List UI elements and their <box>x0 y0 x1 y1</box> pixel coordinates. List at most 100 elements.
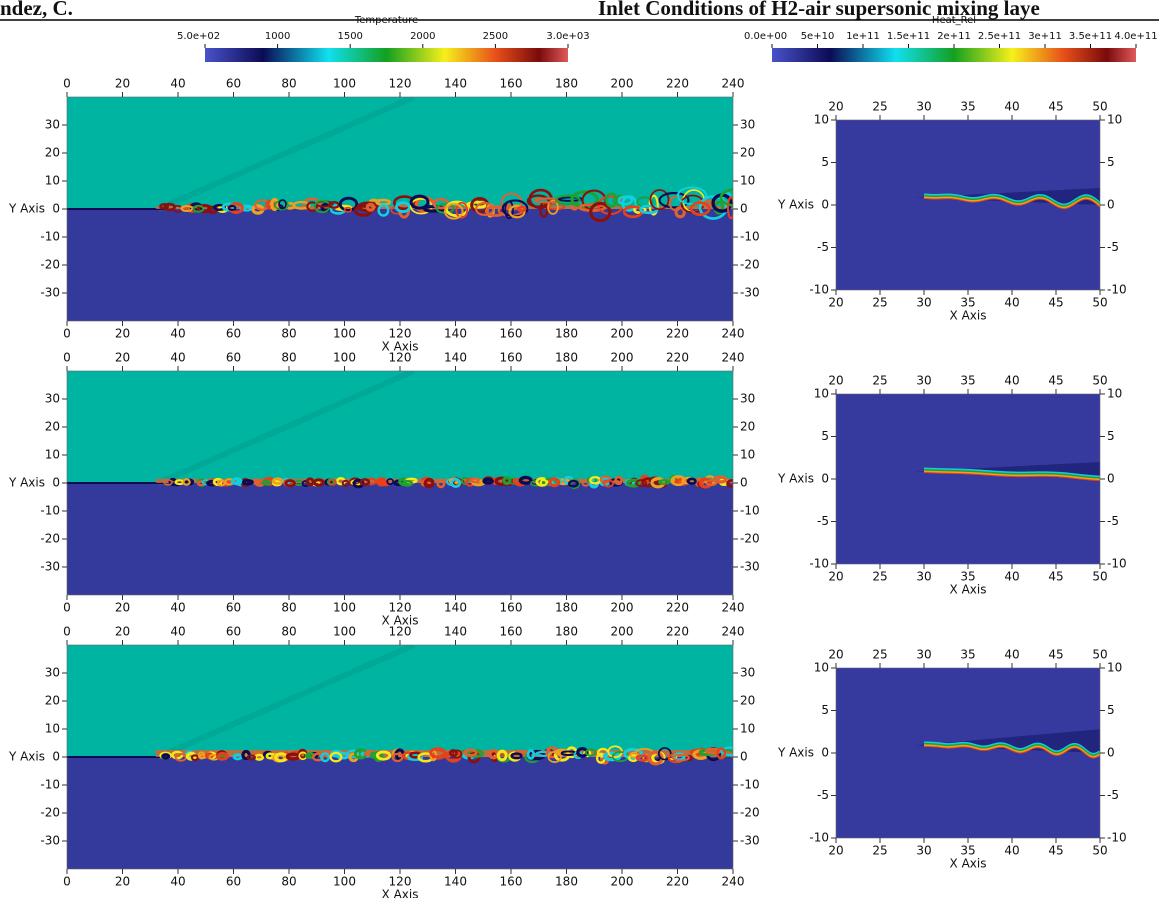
y-tick-label: 20 <box>45 420 60 434</box>
flame <box>923 196 1100 209</box>
eddy <box>246 754 256 761</box>
y-tick-label: -10 <box>1107 557 1127 571</box>
x-tick-label: 220 <box>666 327 689 341</box>
x-axis-label: X Axis <box>950 583 987 597</box>
y-tick-label: 20 <box>740 694 755 708</box>
colorbar-tick-label: 1e+11 <box>846 31 880 42</box>
eddy <box>589 201 612 223</box>
y-tick-label: -5 <box>817 788 829 802</box>
eddy <box>719 188 733 207</box>
y-tick-label: -5 <box>817 514 829 528</box>
eddy <box>526 749 536 760</box>
x-tick-label: 45 <box>1048 844 1063 858</box>
x-tick-label: 200 <box>611 875 634 889</box>
y-axis-label: Y Axis <box>777 746 814 760</box>
eddy <box>482 477 494 485</box>
eddy <box>329 751 343 763</box>
x-tick-label: 40 <box>1004 648 1019 662</box>
y-tick-label: 10 <box>45 448 60 462</box>
x-tick-label: 30 <box>916 374 931 388</box>
y-tick-label: 0 <box>740 202 748 216</box>
field <box>67 371 733 595</box>
x-tick-label: 0 <box>63 875 71 889</box>
eddy <box>658 191 690 209</box>
x-tick-label: 0 <box>63 77 71 91</box>
y-tick-label: 10 <box>740 722 755 736</box>
x-tick-label: 0 <box>63 327 71 341</box>
x-axis-label: X Axis <box>382 340 419 354</box>
y-tick-label: 10 <box>814 661 829 675</box>
eddy <box>720 746 733 757</box>
x-tick-label: 20 <box>115 77 130 91</box>
y-tick-label: 0 <box>1107 746 1115 760</box>
y-tick-label: 5 <box>821 429 829 443</box>
x-tick-label: 180 <box>555 77 578 91</box>
x-tick-label: 25 <box>872 844 887 858</box>
y-tick-label: 10 <box>740 448 755 462</box>
y-tick-label: -20 <box>740 532 760 546</box>
field <box>836 668 1100 838</box>
eddy <box>712 475 728 484</box>
x-tick-label: 35 <box>960 296 975 310</box>
x-tick-label: 140 <box>444 875 467 889</box>
eddy <box>547 751 562 763</box>
eddy <box>517 205 527 213</box>
y-tick-label: 30 <box>45 392 60 406</box>
x-tick-label: 60 <box>226 875 241 889</box>
x-tick-label: 25 <box>872 374 887 388</box>
colorbar-tick-label: 0.0e+00 <box>744 31 787 42</box>
y-tick-label: -5 <box>1107 240 1119 254</box>
eddy <box>512 477 526 485</box>
colorbar-tick-label: 2e+11 <box>937 31 971 42</box>
y-tick-label: -10 <box>1107 283 1127 297</box>
eddy <box>261 479 272 486</box>
x-tick-label: 120 <box>389 327 412 341</box>
x-tick-label: 50 <box>1092 648 1107 662</box>
eddy <box>192 204 205 213</box>
eddy <box>346 749 360 759</box>
eddy <box>375 750 392 761</box>
colorbar-tick-label: 3e+11 <box>1028 31 1062 42</box>
y-tick-label: -10 <box>1107 831 1127 845</box>
colorbar-tick-label: 5e+10 <box>801 31 835 42</box>
y-tick-label: 20 <box>45 146 60 160</box>
eddy <box>670 475 686 487</box>
colorbar <box>205 48 568 62</box>
field-lower <box>67 483 733 595</box>
x-tick-label: 45 <box>1048 570 1063 584</box>
x-tick-label: 50 <box>1092 100 1107 114</box>
x-tick-label: 20 <box>115 875 130 889</box>
y-tick-label: 0 <box>821 746 829 760</box>
eddy <box>698 477 713 489</box>
x-tick-label: 220 <box>666 77 689 91</box>
x-tick-label: 30 <box>916 100 931 114</box>
colorbar-title: Temperature <box>354 15 418 26</box>
field <box>836 120 1100 290</box>
x-tick-label: 120 <box>389 875 412 889</box>
x-tick-label: 200 <box>611 77 634 91</box>
x-tick-label: 25 <box>872 570 887 584</box>
field-lower <box>67 209 733 321</box>
x-tick-label: 180 <box>555 625 578 639</box>
eddy <box>328 200 340 209</box>
x-axis-label: X Axis <box>382 614 419 628</box>
eddy <box>292 200 311 210</box>
y-tick-label: 30 <box>740 666 755 680</box>
eddy <box>366 477 377 486</box>
eddy <box>429 747 447 759</box>
eddy <box>284 479 296 488</box>
y-tick-label: 5 <box>1107 703 1115 717</box>
eddy <box>190 754 199 762</box>
x-tick-label: 200 <box>611 351 634 365</box>
eddy <box>539 478 548 487</box>
x-tick-label: 80 <box>281 77 296 91</box>
x-tick-label: 50 <box>1092 844 1107 858</box>
eddy <box>584 748 597 757</box>
y-tick-label: -10 <box>740 230 760 244</box>
field-lower <box>67 757 733 869</box>
y-tick-label: 0 <box>52 476 60 490</box>
x-tick-label: 220 <box>666 351 689 365</box>
x-tick-label: 30 <box>916 296 931 310</box>
x-tick-label: 50 <box>1092 296 1107 310</box>
